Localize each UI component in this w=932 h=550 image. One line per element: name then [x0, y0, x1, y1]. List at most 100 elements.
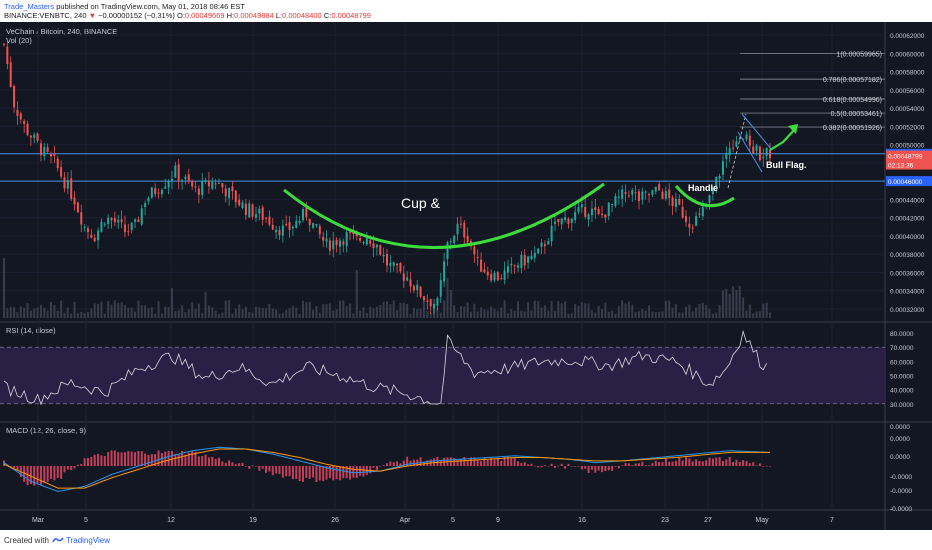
macd-histogram-bar — [483, 457, 486, 466]
volume-bar — [221, 312, 224, 318]
volume-bar — [342, 300, 345, 318]
candle-body — [117, 219, 120, 223]
candle-body — [53, 153, 56, 157]
symbol-line: BINANCE:VENBTC, 240 — [4, 11, 87, 20]
macd-histogram-bar — [191, 450, 194, 466]
candle-body — [29, 135, 32, 138]
volume-bar — [50, 301, 53, 318]
volume-bar — [207, 305, 210, 318]
candle-body — [436, 298, 439, 306]
volume-bar — [100, 301, 103, 318]
tradingview-brand-link[interactable]: TradingView — [66, 536, 111, 545]
candle-body — [167, 181, 170, 188]
macd-histogram-bar — [654, 460, 657, 466]
volume-bar — [587, 303, 590, 318]
volume-bar — [154, 313, 157, 318]
macd-histogram-bar — [705, 460, 708, 466]
candle-body — [241, 202, 244, 209]
macd-histogram-bar — [345, 466, 348, 479]
volume-bar — [385, 301, 389, 318]
publish-line: Trade_Masters published on TradingView.c… — [4, 2, 245, 11]
volume-bar — [765, 302, 768, 318]
macd-histogram-bar — [691, 461, 694, 466]
volume-bar — [469, 311, 472, 318]
macd-histogram-bar — [624, 463, 627, 466]
candle-body — [584, 206, 587, 217]
macd-histogram-bar — [590, 466, 593, 470]
macd-histogram-bar — [338, 466, 341, 481]
fib-level-label: 0.618(0.00054996) — [823, 97, 882, 104]
macd-histogram-bar — [157, 450, 160, 466]
volume-bar — [617, 306, 620, 318]
candle-body — [238, 199, 241, 206]
volume-bar — [134, 311, 137, 318]
volume-bar — [244, 306, 247, 318]
macd-histogram-bar — [60, 466, 63, 479]
macd-histogram-bar — [584, 466, 587, 469]
candle-body — [614, 195, 617, 206]
macd-histogram-bar — [312, 466, 315, 478]
candle-body — [181, 180, 184, 182]
macd-histogram-bar — [577, 466, 580, 467]
candle-body — [463, 222, 466, 238]
candle-body — [70, 178, 73, 199]
macd-histogram-bar — [617, 466, 620, 469]
candle-body — [201, 181, 204, 196]
macd-histogram-bar — [39, 466, 42, 485]
candle-body — [691, 227, 694, 229]
macd-histogram-bar — [291, 466, 294, 480]
candle-body — [345, 232, 348, 247]
candle-body — [134, 219, 137, 222]
candle-body — [701, 207, 704, 217]
macd-histogram-bar — [738, 462, 741, 466]
macd-histogram-bar — [755, 465, 758, 466]
author-link[interactable]: Trade_Masters — [4, 2, 55, 11]
volume-bar — [285, 309, 288, 318]
volume-bar — [97, 303, 100, 318]
candle-body — [234, 190, 237, 203]
volume-bar — [570, 313, 573, 318]
volume-bar — [268, 303, 271, 318]
volume-bar — [224, 300, 227, 318]
macd-histogram-bar — [150, 454, 153, 466]
volume-bar — [261, 307, 264, 318]
candle-body — [574, 212, 577, 221]
price-tick-label: 0.00060000 — [890, 51, 925, 58]
rsi-band — [0, 347, 885, 404]
macd-histogram-bar — [758, 463, 761, 466]
volume-bar — [194, 308, 197, 318]
target-arrow — [769, 127, 797, 151]
price-chart[interactable]: VeChain / Bitcoin, 240, BINANCE Vol (20)… — [0, 22, 932, 530]
candle-body — [668, 189, 671, 199]
tradingview-logo-icon — [52, 537, 64, 543]
macd-histogram-bar — [580, 466, 583, 470]
candle-body — [517, 265, 520, 268]
volume-bar — [691, 311, 694, 318]
candle-body — [93, 237, 96, 242]
rsi-tick-label: 30.0000 — [890, 402, 914, 409]
volume-bar — [238, 304, 241, 318]
macd-histogram-bar — [721, 461, 724, 466]
macd-histogram-bar — [13, 466, 16, 468]
candle-body — [278, 229, 281, 236]
volume-bar — [523, 311, 526, 318]
macd-histogram-bar — [762, 466, 765, 467]
candle-body — [16, 109, 19, 116]
volume-bar — [463, 306, 466, 318]
macd-histogram-bar — [375, 466, 378, 471]
volume-bar — [70, 313, 73, 318]
price-arrow-icon: ▼ — [88, 11, 97, 20]
macd-histogram-bar — [80, 463, 83, 466]
macd-histogram-bar — [597, 466, 600, 471]
macd-histogram-bar — [533, 465, 536, 467]
rsi-tick-label: 40.0000 — [890, 388, 914, 395]
macd-layer — [2, 446, 772, 493]
volume-bar — [429, 313, 432, 318]
macd-histogram-bar — [144, 453, 147, 466]
volume-bar — [443, 300, 446, 318]
volume-bar — [449, 290, 452, 318]
volume-bar — [130, 307, 133, 318]
macd-histogram-bar — [385, 463, 389, 466]
volume-bar — [493, 308, 496, 318]
volume-bar — [745, 310, 748, 318]
